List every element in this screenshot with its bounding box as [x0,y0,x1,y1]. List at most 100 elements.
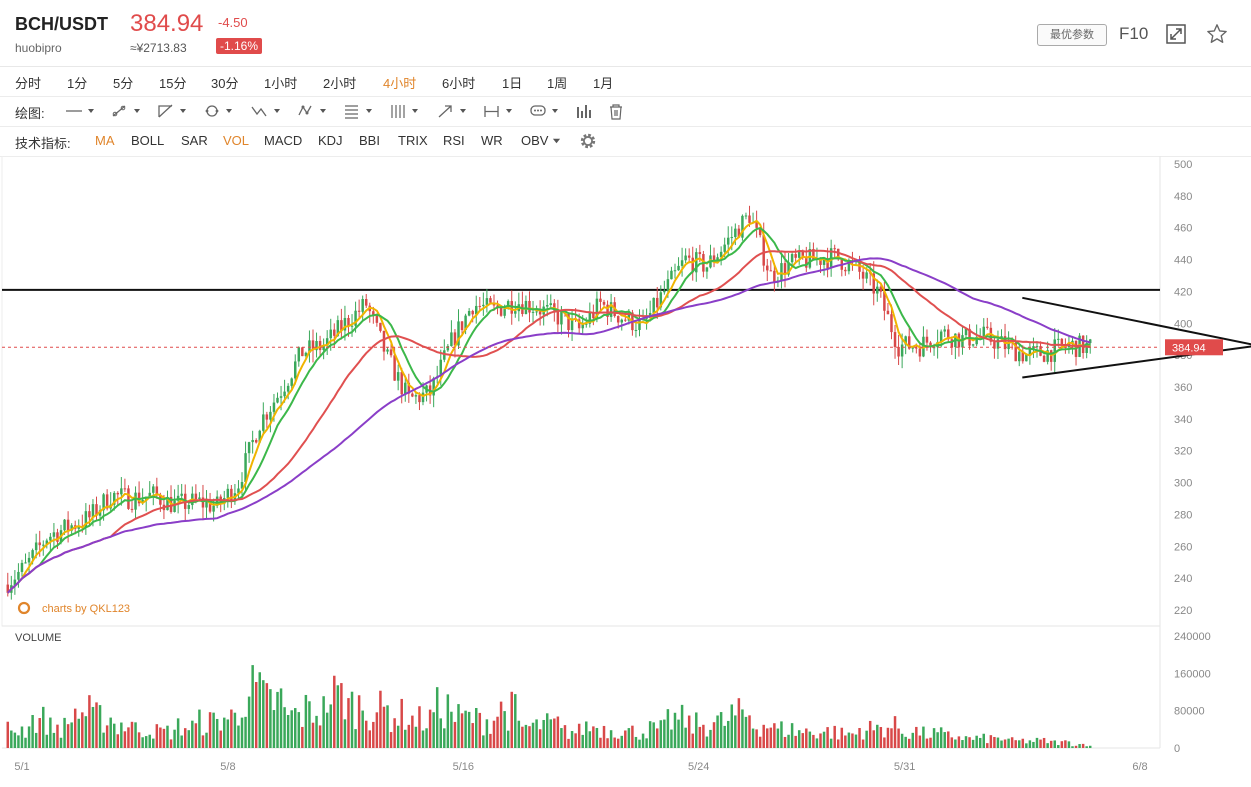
arrow-tool-icon[interactable] [436,102,470,120]
timeframe-1[interactable]: 1分 [67,76,88,91]
last-price-badge [1165,339,1223,356]
obv-dropdown-icon[interactable] [552,137,561,146]
volume-bar [911,732,915,748]
timeframe-4[interactable]: 30分 [211,76,239,91]
candle-body [549,303,553,306]
indicator-wr[interactable]: WR [481,133,503,148]
volume-bar [787,734,790,748]
indicator-kdj[interactable]: KDJ [318,133,343,148]
candle-body [939,331,943,342]
indicator-bbi[interactable]: BBI [359,133,380,148]
price-tick-label: 460 [1174,223,1192,235]
expand-icon[interactable] [1166,24,1186,44]
volume-bar [418,706,421,748]
candle-body [286,385,290,392]
indicator-rsi[interactable]: RSI [443,133,465,148]
price-tick-label: 340 [1174,414,1192,426]
timeframe-2[interactable]: 5分 [113,76,134,91]
candle-body [592,312,595,319]
volume-tick-label: 0 [1174,743,1180,755]
price-chart[interactable]: 2202402602803003203403603804004204404604… [0,156,1251,787]
candle-body [38,542,41,546]
volume-bar [272,710,276,748]
indicator-vol[interactable]: VOL [223,133,250,148]
candle-body [467,310,471,316]
timeframe-7[interactable]: 4小时 [383,76,417,91]
line-tool-icon[interactable] [64,102,98,120]
indicator-sar[interactable]: SAR [181,133,208,148]
circle-tool-icon[interactable] [202,102,236,120]
volume-bar [73,708,77,748]
volume-bar [1021,738,1025,748]
comment-tool-icon[interactable] [528,102,562,120]
f10-button[interactable]: F10 [1119,24,1149,43]
volume-bar [13,732,17,748]
volume-bar [130,721,134,748]
candle-body [283,391,286,397]
timeframe-3[interactable]: 15分 [159,76,187,91]
timeframe-8[interactable]: 6小时 [442,76,476,91]
angle-tool-icon[interactable] [156,102,190,120]
timeframe-6[interactable]: 2小时 [323,76,357,91]
volume-bar [421,730,425,748]
volume-bar [144,736,148,748]
pattern-tool-icon[interactable] [296,102,330,120]
price-tick-label: 500 [1174,159,1192,171]
timeframe-0[interactable]: 分时 [15,76,42,91]
volume-bar [993,736,996,748]
indicator-trix[interactable]: TRIX [398,133,428,148]
candle-body [279,396,283,398]
timeframe-5[interactable]: 1小时 [264,76,298,91]
optimal-params-button[interactable]: 最优参数 [1037,24,1107,46]
candle-body [230,488,233,502]
bar-tool-icon[interactable] [574,102,608,120]
volume-bar [329,704,332,748]
volume-bar [890,728,893,748]
volume-label: VOLUME [15,632,61,644]
indicator-label: 技术指标: [15,136,71,151]
candle-body [49,536,52,541]
gear-icon[interactable] [579,132,597,150]
candle-body [208,501,212,512]
volume-bar [191,720,194,748]
timeframe-11[interactable]: 1月 [593,76,614,91]
candle-body [741,215,744,238]
volume-bar [457,704,460,748]
candle-body [66,519,70,531]
candle-body [105,494,109,509]
indicator-ma[interactable]: MA [95,133,115,148]
candle-body [372,311,375,316]
indicator-macd[interactable]: MACD [264,133,303,148]
candle-body [833,248,836,250]
candle-body [883,291,886,311]
candle-body [585,323,588,325]
indicator-bar: 技术指标: MA BOLL SAR VOL MACD KDJ BBI TRIX RSI WR OBV [0,126,1251,157]
volume-bar [939,727,943,748]
candle-body [865,272,868,279]
candle-body [322,345,325,351]
timeframe-9[interactable]: 1日 [502,76,523,91]
candle-body [244,453,247,482]
volume-bar [886,727,890,748]
ray-tool-icon[interactable] [110,102,144,120]
trash-icon[interactable] [606,102,640,120]
timeframe-10[interactable]: 1周 [547,76,568,91]
volume-bar [183,728,187,748]
indicator-obv[interactable]: OBV [521,133,549,148]
star-icon[interactable] [1206,23,1228,45]
volume-bar [801,733,804,748]
fib-tool-icon[interactable] [342,102,376,120]
channel-tool-icon[interactable] [388,102,422,120]
volume-bar [205,732,208,748]
range-tool-icon[interactable] [482,102,516,120]
volume-bar [301,726,304,748]
volume-bar [84,716,88,748]
volume-bar [379,690,382,748]
wave-tool-icon[interactable] [250,102,284,120]
volume-bar [563,725,567,748]
candle-body [120,488,123,495]
candle-body [737,228,741,238]
indicator-boll[interactable]: BOLL [131,133,165,148]
volume-bar [538,729,542,748]
candle-body [42,544,45,546]
